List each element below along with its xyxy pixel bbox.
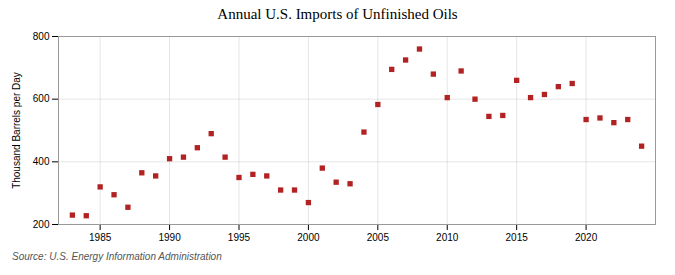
svg-text:2010: 2010 [436, 232, 459, 243]
html-text:Annual U.S. Imports of Unfinis: Annual U.S. Imports of Unfinished Oils [217, 6, 458, 22]
svg-text:200: 200 [33, 219, 50, 230]
svg-text:600: 600 [33, 93, 50, 104]
svg-text:2020: 2020 [575, 232, 598, 243]
svg-text:2015: 2015 [506, 232, 529, 243]
svg-text:2005: 2005 [367, 232, 390, 243]
html-text:Source: U.S. Energy Informatio: Source: U.S. Energy Information Administ… [12, 251, 222, 262]
svg-text:1985: 1985 [89, 232, 112, 243]
svg-text:400: 400 [33, 156, 50, 167]
svg-text:Thousand Barrels per Day: Thousand Barrels per Day [11, 72, 22, 189]
svg-text:1990: 1990 [158, 232, 181, 243]
svg-text:1995: 1995 [228, 232, 251, 243]
svg-text:2000: 2000 [297, 232, 320, 243]
svg-text:800: 800 [33, 31, 50, 42]
